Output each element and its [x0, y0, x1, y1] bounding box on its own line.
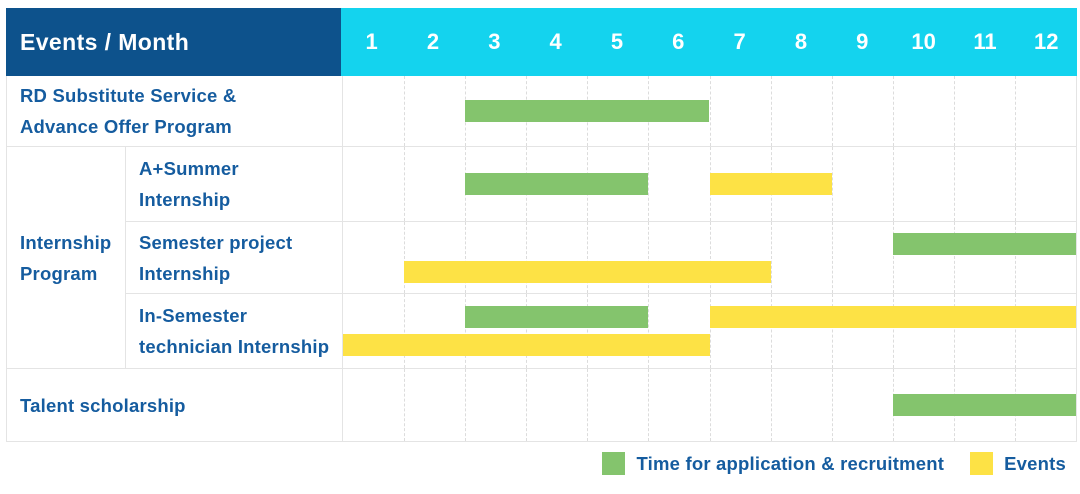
month-gridline [770, 369, 772, 441]
month-label-2: 2 [426, 29, 440, 54]
month-gridline [465, 369, 467, 441]
gantt-row-chart-semester-project [342, 221, 1076, 293]
month-gridline [709, 76, 711, 146]
month-label-1: 1 [365, 29, 378, 54]
month-gridline [587, 369, 589, 441]
month-gridline [831, 369, 833, 441]
month-label-10: 10 [911, 29, 936, 54]
month-gridline [1014, 147, 1016, 221]
month-gridline [404, 222, 406, 293]
month-gridline [404, 294, 406, 368]
month-label-5: 5 [610, 29, 624, 54]
gantt-bar-yellow [404, 260, 771, 283]
month-gridline [892, 222, 894, 293]
legend-label: Events [1004, 452, 1066, 474]
month-gridline [404, 369, 406, 441]
month-label-4: 4 [549, 29, 562, 54]
month-gridline [648, 294, 650, 368]
month-gridline [892, 76, 894, 146]
page-title: Events / Month [20, 28, 190, 55]
gantt-table: Events / Month 1 2 3 4 5 6 7 8 9 10 11 12 RD Substi… [6, 8, 1077, 442]
gantt-row-chart-rd-substitute [342, 76, 1076, 146]
gantt-bar-green [465, 100, 710, 122]
month-label-9: 9 [856, 29, 869, 54]
month-gridline [709, 222, 711, 293]
month-label-6: 6 [672, 29, 685, 54]
gantt-row-chart-talent-scholarship [342, 368, 1076, 441]
month-gridline [953, 76, 955, 146]
month-gridline [465, 294, 467, 368]
month-gridline [648, 147, 650, 221]
gantt-bar-green [892, 232, 1076, 255]
gantt-row-chart-a-plus-summer [342, 146, 1076, 221]
gantt-bar-green [465, 173, 649, 195]
month-label-3: 3 [488, 29, 501, 54]
month-gridline [465, 222, 467, 293]
gantt-body: RD Substitute Service & Advance Offer Pr… [6, 76, 1077, 442]
month-gridline [648, 222, 650, 293]
legend-item-yellow: Events [970, 452, 1066, 475]
month-gridline [770, 76, 772, 146]
month-gridline [831, 222, 833, 293]
month-gridline [587, 222, 589, 293]
month-gridline [587, 294, 589, 368]
month-gridline [404, 147, 406, 221]
month-gridline [953, 294, 955, 368]
month-gridline [892, 294, 894, 368]
legend-swatch-green [602, 452, 626, 475]
gantt-row-chart-in-semester-technician [342, 293, 1076, 368]
gantt-bar-yellow [343, 334, 710, 356]
legend-swatch-yellow [970, 452, 994, 475]
gantt-bar-green [465, 306, 649, 328]
row-label-talent-scholarship: Talent scholarship [7, 368, 342, 441]
month-gridline [648, 369, 650, 441]
month-gridline [526, 369, 528, 441]
group-label-internship-program: Internship Program [7, 146, 125, 368]
gantt-bar-yellow [709, 173, 832, 195]
month-label-8: 8 [794, 29, 808, 54]
month-gridline [953, 222, 955, 293]
row-label-rd-substitute: RD Substitute Service & Advance Offer Pr… [20, 85, 237, 137]
table-header-row: Events / Month 1 2 3 4 5 6 7 8 9 10 11 12 [6, 8, 1077, 76]
month-label-7: 7 [733, 29, 746, 54]
row-label-semester-project: Semester project Internship [125, 221, 342, 293]
month-gridline [831, 147, 833, 221]
month-gridline [953, 147, 955, 221]
month-gridline [770, 294, 772, 368]
month-gridline [770, 222, 772, 293]
month-gridline [831, 294, 833, 368]
month-gridline [892, 147, 894, 221]
month-label-11: 11 [973, 29, 997, 54]
gantt-bar-green [892, 394, 1076, 416]
month-gridline [1014, 222, 1016, 293]
row-label-a-plus-summer: A+Summer Internship [125, 146, 342, 221]
row-label-in-semester-technician: In-Semester technician Internship [125, 293, 342, 368]
month-gridline [526, 222, 528, 293]
month-gridline [831, 76, 833, 146]
month-gridline [1014, 76, 1016, 146]
legend: Time for application & recruitment Events [602, 452, 1066, 475]
month-label-12: 12 [1034, 29, 1059, 54]
month-gridline [404, 76, 406, 146]
month-gridline [709, 369, 711, 441]
month-gridline [1014, 294, 1016, 368]
month-gridline [709, 294, 711, 368]
month-gridline [526, 294, 528, 368]
legend-label: Time for application & recruitment [636, 452, 945, 474]
header-title-cell: Events / Month [6, 8, 341, 76]
month-header-row: 1 2 3 4 5 6 7 8 9 10 11 12 [341, 8, 1077, 76]
legend-item-green: Time for application & recruitment [602, 452, 944, 475]
gantt-bar-yellow [709, 306, 1076, 328]
